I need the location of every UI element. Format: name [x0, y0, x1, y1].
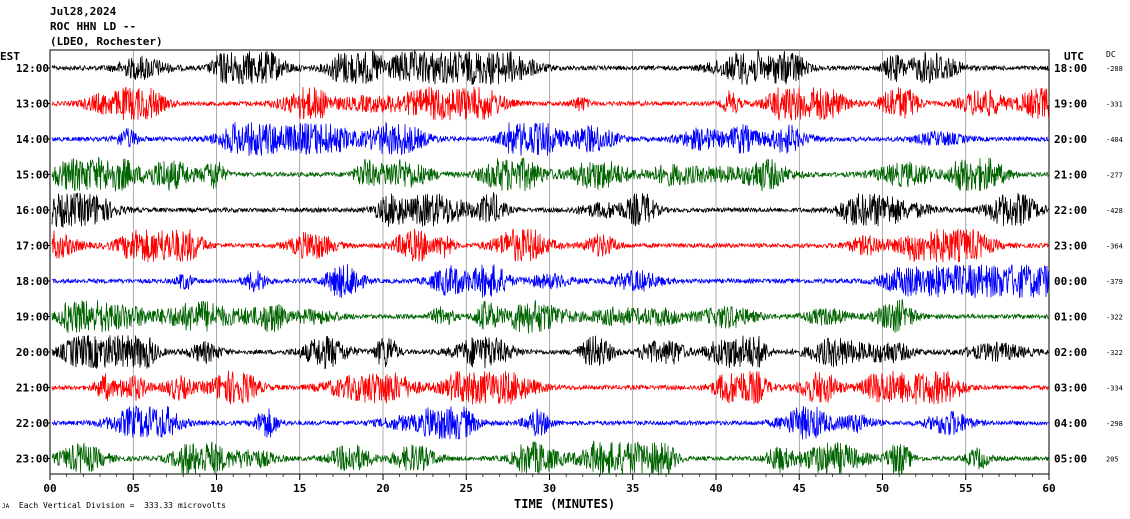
dc-offset-label: -288 [1106, 65, 1123, 73]
est-hour-label: 16:00 [16, 204, 49, 217]
dc-offset-label: -404 [1106, 136, 1123, 144]
est-hour-label: 18:00 [16, 275, 49, 288]
est-hour-label: 17:00 [16, 240, 49, 253]
seismic-trace-1900 [51, 299, 1049, 334]
x-tick-label: 05 [127, 482, 140, 495]
network-name: (LDEO, Rochester) [50, 35, 163, 48]
x-tick-label: 20 [376, 482, 389, 495]
dc-column-label: DC [1106, 50, 1116, 59]
dc-offset-label: -322 [1106, 314, 1123, 322]
dc-offset-label: -379 [1106, 278, 1123, 286]
dc-offset-label: -298 [1106, 420, 1123, 428]
dc-offset-label: -331 [1106, 101, 1123, 109]
x-tick-label: 45 [793, 482, 806, 495]
x-tick-label: 55 [959, 482, 972, 495]
utc-hour-label: 03:00 [1054, 382, 1087, 395]
x-axis-title: TIME (MINUTES) [514, 497, 616, 511]
utc-hour-label: 22:00 [1054, 204, 1087, 217]
seismic-trace-1500 [51, 157, 1049, 192]
utc-hour-label: 00:00 [1054, 275, 1087, 288]
plot-date: Jul28,2024 [50, 5, 117, 18]
x-tick-label: 15 [293, 482, 306, 495]
seismic-trace-2200 [51, 405, 1049, 440]
seismic-trace-1700 [51, 228, 1049, 263]
x-tick-label: 35 [626, 482, 639, 495]
dc-offset-label: -322 [1106, 349, 1123, 357]
x-tick-label: 00 [43, 482, 56, 495]
x-tick-label: 10 [210, 482, 223, 495]
utc-hour-label: 18:00 [1054, 62, 1087, 75]
seismic-trace-2000 [51, 335, 1049, 370]
est-hour-label: 15:00 [16, 169, 49, 182]
dc-offset-label: -277 [1106, 172, 1123, 180]
station-code: ROC HHN LD -- [50, 20, 137, 33]
est-hour-label: 22:00 [16, 417, 49, 430]
est-zone-label: EST [0, 50, 20, 63]
footnote-mark: JA [2, 503, 10, 510]
vertical-division-note: JA Each Vertical Division = 333.33 micro… [2, 501, 226, 510]
x-tick-label: 40 [709, 482, 722, 495]
seismic-trace-1800 [51, 263, 1049, 299]
dc-offset-label: -334 [1106, 385, 1123, 393]
seismic-trace-2300 [51, 440, 1049, 476]
utc-zone-label: UTC [1064, 50, 1084, 63]
footnote-text: Each Vertical Division = 333.33 microvol… [18, 501, 226, 510]
seismic-trace-2100 [51, 370, 1049, 405]
est-hour-label: 19:00 [16, 311, 49, 324]
x-tick-label: 30 [543, 482, 556, 495]
seismic-trace-1400 [51, 121, 1049, 156]
est-hour-label: 20:00 [16, 346, 49, 359]
est-hour-label: 13:00 [16, 98, 49, 111]
est-hour-label: 14:00 [16, 133, 49, 146]
utc-hour-label: 01:00 [1054, 311, 1087, 324]
seismic-trace-1300 [51, 86, 1049, 121]
x-tick-label: 25 [460, 482, 473, 495]
x-tick-label: 50 [876, 482, 889, 495]
utc-hour-label: 19:00 [1054, 98, 1087, 111]
seismic-trace-1200 [51, 50, 1049, 85]
seismic-trace-1600 [51, 191, 1049, 229]
x-tick-label: 60 [1042, 482, 1055, 495]
utc-hour-label: 23:00 [1054, 240, 1087, 253]
est-hour-label: 23:00 [16, 453, 49, 466]
utc-hour-label: 21:00 [1054, 169, 1087, 182]
dc-offset-label: 205 [1106, 456, 1119, 464]
dc-offset-label: -428 [1106, 207, 1123, 215]
utc-hour-label: 04:00 [1054, 417, 1087, 430]
utc-hour-label: 20:00 [1054, 133, 1087, 146]
dc-offset-label: -364 [1106, 243, 1123, 251]
utc-hour-label: 05:00 [1054, 453, 1087, 466]
utc-hour-label: 02:00 [1054, 346, 1087, 359]
est-hour-label: 21:00 [16, 382, 49, 395]
est-hour-label: 12:00 [16, 62, 49, 75]
